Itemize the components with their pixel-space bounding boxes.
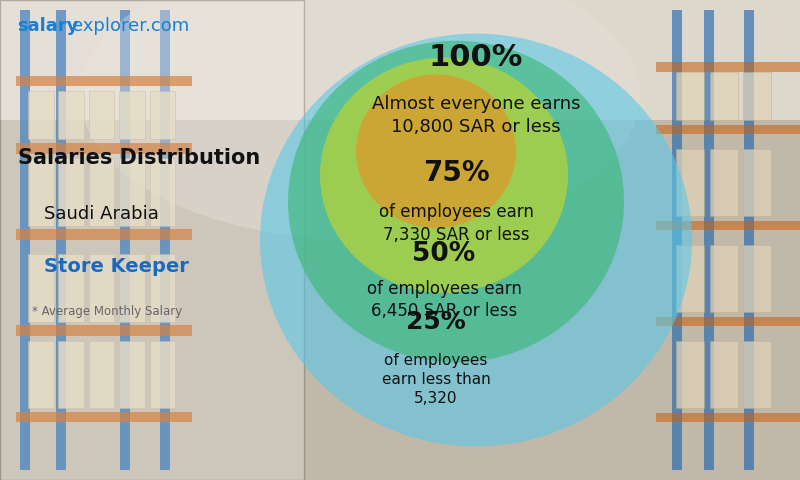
- FancyBboxPatch shape: [150, 91, 175, 139]
- Text: 75%: 75%: [422, 159, 490, 187]
- FancyBboxPatch shape: [89, 91, 114, 139]
- Bar: [160, 10, 170, 470]
- FancyBboxPatch shape: [150, 254, 175, 322]
- FancyBboxPatch shape: [58, 254, 84, 322]
- Text: explorer.com: explorer.com: [72, 17, 190, 36]
- FancyBboxPatch shape: [28, 341, 54, 408]
- Ellipse shape: [320, 58, 568, 293]
- FancyBboxPatch shape: [119, 91, 145, 139]
- Bar: [656, 413, 800, 422]
- Bar: [656, 317, 800, 326]
- FancyBboxPatch shape: [119, 158, 145, 226]
- Text: Store Keeper: Store Keeper: [44, 257, 189, 276]
- FancyBboxPatch shape: [28, 91, 54, 139]
- FancyBboxPatch shape: [676, 149, 704, 216]
- FancyBboxPatch shape: [119, 254, 145, 322]
- Bar: [16, 325, 192, 336]
- Ellipse shape: [356, 74, 516, 228]
- FancyBboxPatch shape: [58, 158, 84, 226]
- Bar: [656, 125, 800, 134]
- Bar: [672, 10, 682, 470]
- Bar: [0, 0, 800, 120]
- Text: Salaries Distribution: Salaries Distribution: [18, 148, 260, 168]
- FancyBboxPatch shape: [743, 72, 771, 120]
- Bar: [16, 412, 192, 422]
- Bar: [120, 10, 130, 470]
- FancyBboxPatch shape: [89, 158, 114, 226]
- FancyBboxPatch shape: [58, 341, 84, 408]
- Text: of employees earn
6,450 SAR or less: of employees earn 6,450 SAR or less: [366, 279, 522, 321]
- Bar: [16, 143, 192, 154]
- Bar: [0, 120, 800, 480]
- Bar: [20, 10, 30, 470]
- Bar: [16, 229, 192, 240]
- Bar: [56, 10, 66, 470]
- FancyBboxPatch shape: [743, 245, 771, 312]
- Ellipse shape: [288, 41, 624, 362]
- Text: Saudi Arabia: Saudi Arabia: [44, 204, 159, 223]
- Bar: [16, 76, 192, 86]
- FancyBboxPatch shape: [89, 341, 114, 408]
- FancyBboxPatch shape: [150, 341, 175, 408]
- FancyBboxPatch shape: [0, 0, 304, 480]
- FancyBboxPatch shape: [28, 158, 54, 226]
- FancyBboxPatch shape: [676, 72, 704, 120]
- FancyBboxPatch shape: [58, 91, 84, 139]
- FancyBboxPatch shape: [743, 341, 771, 408]
- Text: of employees
earn less than
5,320: of employees earn less than 5,320: [382, 352, 490, 406]
- Text: Almost everyone earns
10,800 SAR or less: Almost everyone earns 10,800 SAR or less: [372, 95, 580, 136]
- Text: 50%: 50%: [412, 241, 476, 267]
- FancyBboxPatch shape: [743, 149, 771, 216]
- FancyBboxPatch shape: [710, 341, 738, 408]
- Text: of employees earn
7,330 SAR or less: of employees earn 7,330 SAR or less: [378, 203, 534, 244]
- Text: 100%: 100%: [429, 43, 523, 72]
- Bar: [704, 10, 714, 470]
- Text: 25%: 25%: [406, 310, 466, 334]
- FancyBboxPatch shape: [28, 254, 54, 322]
- Ellipse shape: [260, 34, 692, 446]
- Ellipse shape: [80, 0, 640, 240]
- FancyBboxPatch shape: [710, 245, 738, 312]
- FancyBboxPatch shape: [150, 158, 175, 226]
- FancyBboxPatch shape: [710, 72, 738, 120]
- Text: salary: salary: [18, 17, 79, 36]
- FancyBboxPatch shape: [89, 254, 114, 322]
- FancyBboxPatch shape: [676, 245, 704, 312]
- Bar: [656, 62, 800, 72]
- FancyBboxPatch shape: [119, 341, 145, 408]
- Bar: [744, 10, 754, 470]
- Bar: [656, 221, 800, 230]
- FancyBboxPatch shape: [710, 149, 738, 216]
- Text: * Average Monthly Salary: * Average Monthly Salary: [32, 305, 182, 319]
- FancyBboxPatch shape: [676, 341, 704, 408]
